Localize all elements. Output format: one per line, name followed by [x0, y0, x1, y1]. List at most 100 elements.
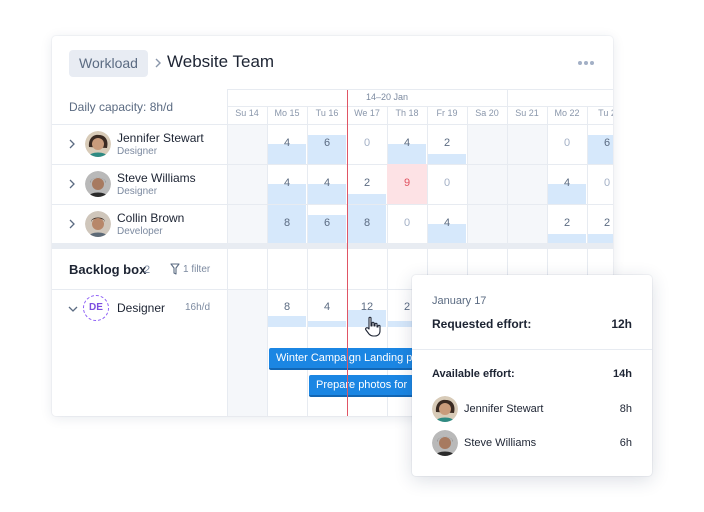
- load-bar: [308, 135, 346, 164]
- workload-cell[interactable]: 6: [307, 204, 347, 244]
- workload-cell[interactable]: 4: [547, 164, 587, 204]
- workload-cell[interactable]: 6: [307, 124, 347, 164]
- workload-cell[interactable]: 4: [307, 164, 347, 204]
- person-row[interactable]: Steve Williams Designer: [52, 164, 227, 204]
- workload-cell[interactable]: 0: [547, 124, 587, 164]
- hours-value: 12: [360, 301, 374, 313]
- backlog-count: 2: [144, 264, 151, 276]
- today-marker: [347, 90, 348, 416]
- load-bar: [308, 321, 346, 327]
- backlog-cell[interactable]: 8: [267, 289, 307, 329]
- weekend-column: [227, 124, 267, 244]
- day-header: We 17: [354, 108, 380, 118]
- hours-value: 6: [323, 217, 331, 229]
- week-label: 14–20 Jan: [365, 92, 409, 102]
- backlog-cell[interactable]: 4: [307, 289, 347, 329]
- chevron-down-icon[interactable]: [67, 304, 79, 314]
- hours-value: 4: [563, 177, 571, 189]
- day-header: Tu 16: [315, 108, 339, 118]
- grid-line: [227, 124, 228, 244]
- load-bar: [548, 184, 586, 204]
- popover-person-name: Steve Williams: [464, 437, 537, 449]
- grid-line: [307, 107, 308, 124]
- role-capacity: 16h/d: [185, 302, 211, 313]
- workload-cell[interactable]: 2: [587, 204, 613, 244]
- load-bar: [548, 234, 586, 244]
- task-bar[interactable]: Prepare photos for: [309, 375, 414, 397]
- workload-cell[interactable]: 2: [547, 204, 587, 244]
- popover-divider: [412, 349, 652, 350]
- hours-value: 4: [403, 137, 411, 149]
- chevron-right-icon[interactable]: [67, 178, 77, 190]
- grid-line: [52, 164, 613, 165]
- grid-line: [52, 124, 613, 125]
- backlog-role-row[interactable]: DE Designer 16h/d: [52, 289, 227, 329]
- load-bar: [428, 154, 466, 164]
- workload-cell[interactable]: 6: [587, 124, 613, 164]
- hours-value: 0: [603, 177, 611, 189]
- hours-value: 0: [443, 177, 451, 189]
- requested-effort-value: 12h: [611, 317, 632, 331]
- load-bar: [588, 135, 613, 164]
- available-effort-label: Available effort:: [432, 368, 515, 380]
- chevron-right-icon[interactable]: [67, 138, 77, 150]
- workload-cell[interactable]: 2: [347, 164, 387, 204]
- grid-line: [307, 249, 308, 416]
- workload-cell[interactable]: 8: [347, 204, 387, 244]
- hours-value: 8: [283, 217, 291, 229]
- workload-cell[interactable]: 4: [267, 124, 307, 164]
- workload-cell[interactable]: 2: [427, 124, 467, 164]
- workload-cell[interactable]: 9: [387, 164, 427, 204]
- grid-line: [387, 107, 388, 124]
- workload-cell[interactable]: 4: [387, 124, 427, 164]
- filter-icon[interactable]: [170, 263, 180, 275]
- person-row[interactable]: Collin Brown Developer: [52, 204, 227, 244]
- grid-line: [52, 204, 613, 205]
- filter-label[interactable]: 1 filter: [183, 264, 211, 275]
- grid-line: [587, 124, 588, 244]
- hours-value: 2: [563, 217, 571, 229]
- avatar: [432, 430, 458, 456]
- hours-value: 4: [283, 137, 291, 149]
- load-bar: [388, 144, 426, 164]
- workload-cell[interactable]: 0: [347, 124, 387, 164]
- day-header: Mo 15: [274, 108, 300, 118]
- avatar: [85, 131, 111, 157]
- load-bar: [308, 184, 346, 204]
- day-header: Tu 2: [598, 108, 613, 118]
- hours-value: 9: [403, 177, 411, 189]
- workload-cell[interactable]: 4: [427, 204, 467, 244]
- weekend-column: [507, 124, 547, 244]
- workload-cell[interactable]: 0: [587, 164, 613, 204]
- more-options-icon[interactable]: [578, 61, 594, 65]
- person-role: Designer: [117, 146, 158, 157]
- task-bar[interactable]: Winter Campaign Landing p: [269, 348, 414, 370]
- grid-line: [467, 124, 468, 244]
- hours-value: 4: [323, 177, 331, 189]
- hours-value: 0: [403, 217, 411, 229]
- popover-person-row: Steve Williams 6h: [432, 430, 632, 456]
- hours-value: 8: [363, 217, 371, 229]
- day-header: Sa 20: [475, 108, 499, 118]
- hours-value: 4: [443, 217, 451, 229]
- person-role: Developer: [117, 226, 163, 237]
- chevron-right-icon[interactable]: [67, 218, 77, 230]
- person-row[interactable]: Jennifer Stewart Designer: [52, 124, 227, 164]
- workload-cell[interactable]: 8: [267, 204, 307, 244]
- grid-line: [427, 107, 428, 124]
- grid-line: [587, 107, 588, 124]
- hours-value: 6: [603, 137, 611, 149]
- breadcrumb-workload-button[interactable]: Workload: [69, 50, 148, 77]
- workload-cell[interactable]: 4: [267, 164, 307, 204]
- avatar: [85, 171, 111, 197]
- grid-line: [267, 124, 268, 244]
- workload-cell[interactable]: 0: [427, 164, 467, 204]
- popover-person-hours: 6h: [619, 437, 632, 449]
- grid-line: [547, 124, 548, 244]
- grid-line: [507, 107, 508, 124]
- hours-value: 2: [403, 301, 411, 313]
- backlog-cell[interactable]: 2: [387, 289, 427, 329]
- hours-value: 8: [283, 301, 291, 313]
- workload-cell[interactable]: 0: [387, 204, 427, 244]
- popover-person-row: Jennifer Stewart 8h: [432, 396, 632, 422]
